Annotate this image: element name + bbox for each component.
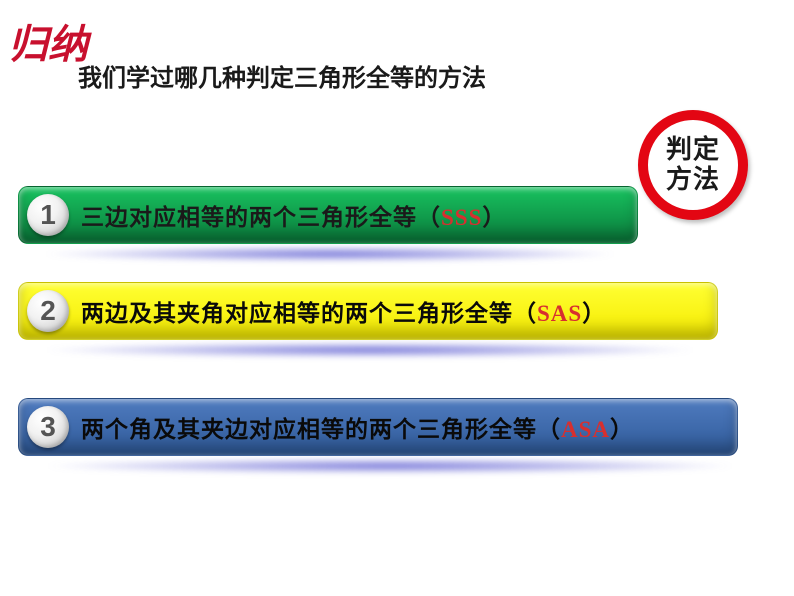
- summary-title: 归纳: [8, 12, 88, 70]
- bar1-shadow: [40, 246, 620, 262]
- bar2-text: 两边及其夹角对应相等的两个三角形全等（SAS）: [81, 294, 606, 328]
- badge-ring: 判定 方法: [638, 110, 748, 220]
- bar1-prefix: 三边对应相等的两个三角形全等（: [81, 204, 441, 230]
- num-2: 2: [40, 295, 56, 327]
- method-badge: 判定 方法: [638, 110, 748, 220]
- badge-line2: 方法: [666, 164, 720, 194]
- bar3-suffix: ）: [610, 416, 634, 442]
- num-disc-3: 3: [27, 406, 69, 448]
- bar1-suffix: ）: [482, 204, 506, 230]
- bar1-abbr: SSS: [441, 205, 482, 230]
- bar3-text: 两个角及其夹边对应相等的两个三角形全等（ASA）: [81, 410, 634, 444]
- num-disc-2: 2: [27, 290, 69, 332]
- bar2-suffix: ）: [582, 300, 606, 326]
- method-bar-3: 3 两个角及其夹边对应相等的两个三角形全等（ASA）: [18, 398, 738, 456]
- badge-text: 判定 方法: [666, 135, 720, 195]
- subtitle-question: 我们学过哪几种判定三角形全等的方法: [78, 58, 486, 93]
- bar1-text: 三边对应相等的两个三角形全等（SSS）: [81, 198, 506, 232]
- method-bar-2: 2 两边及其夹角对应相等的两个三角形全等（SAS）: [18, 282, 718, 340]
- bar2-prefix: 两边及其夹角对应相等的两个三角形全等（: [81, 300, 537, 326]
- num-1: 1: [40, 199, 56, 231]
- bar2-shadow: [40, 342, 700, 358]
- method-bar-1: 1 三边对应相等的两个三角形全等（SSS）: [18, 186, 638, 244]
- num-disc-1: 1: [27, 194, 69, 236]
- badge-line1: 判定: [666, 134, 720, 164]
- bar2-abbr: SAS: [537, 301, 582, 326]
- bar3-abbr: ASA: [561, 417, 610, 442]
- bar3-prefix: 两个角及其夹边对应相等的两个三角形全等（: [81, 416, 561, 442]
- num-3: 3: [40, 411, 56, 443]
- bar3-shadow: [40, 458, 740, 474]
